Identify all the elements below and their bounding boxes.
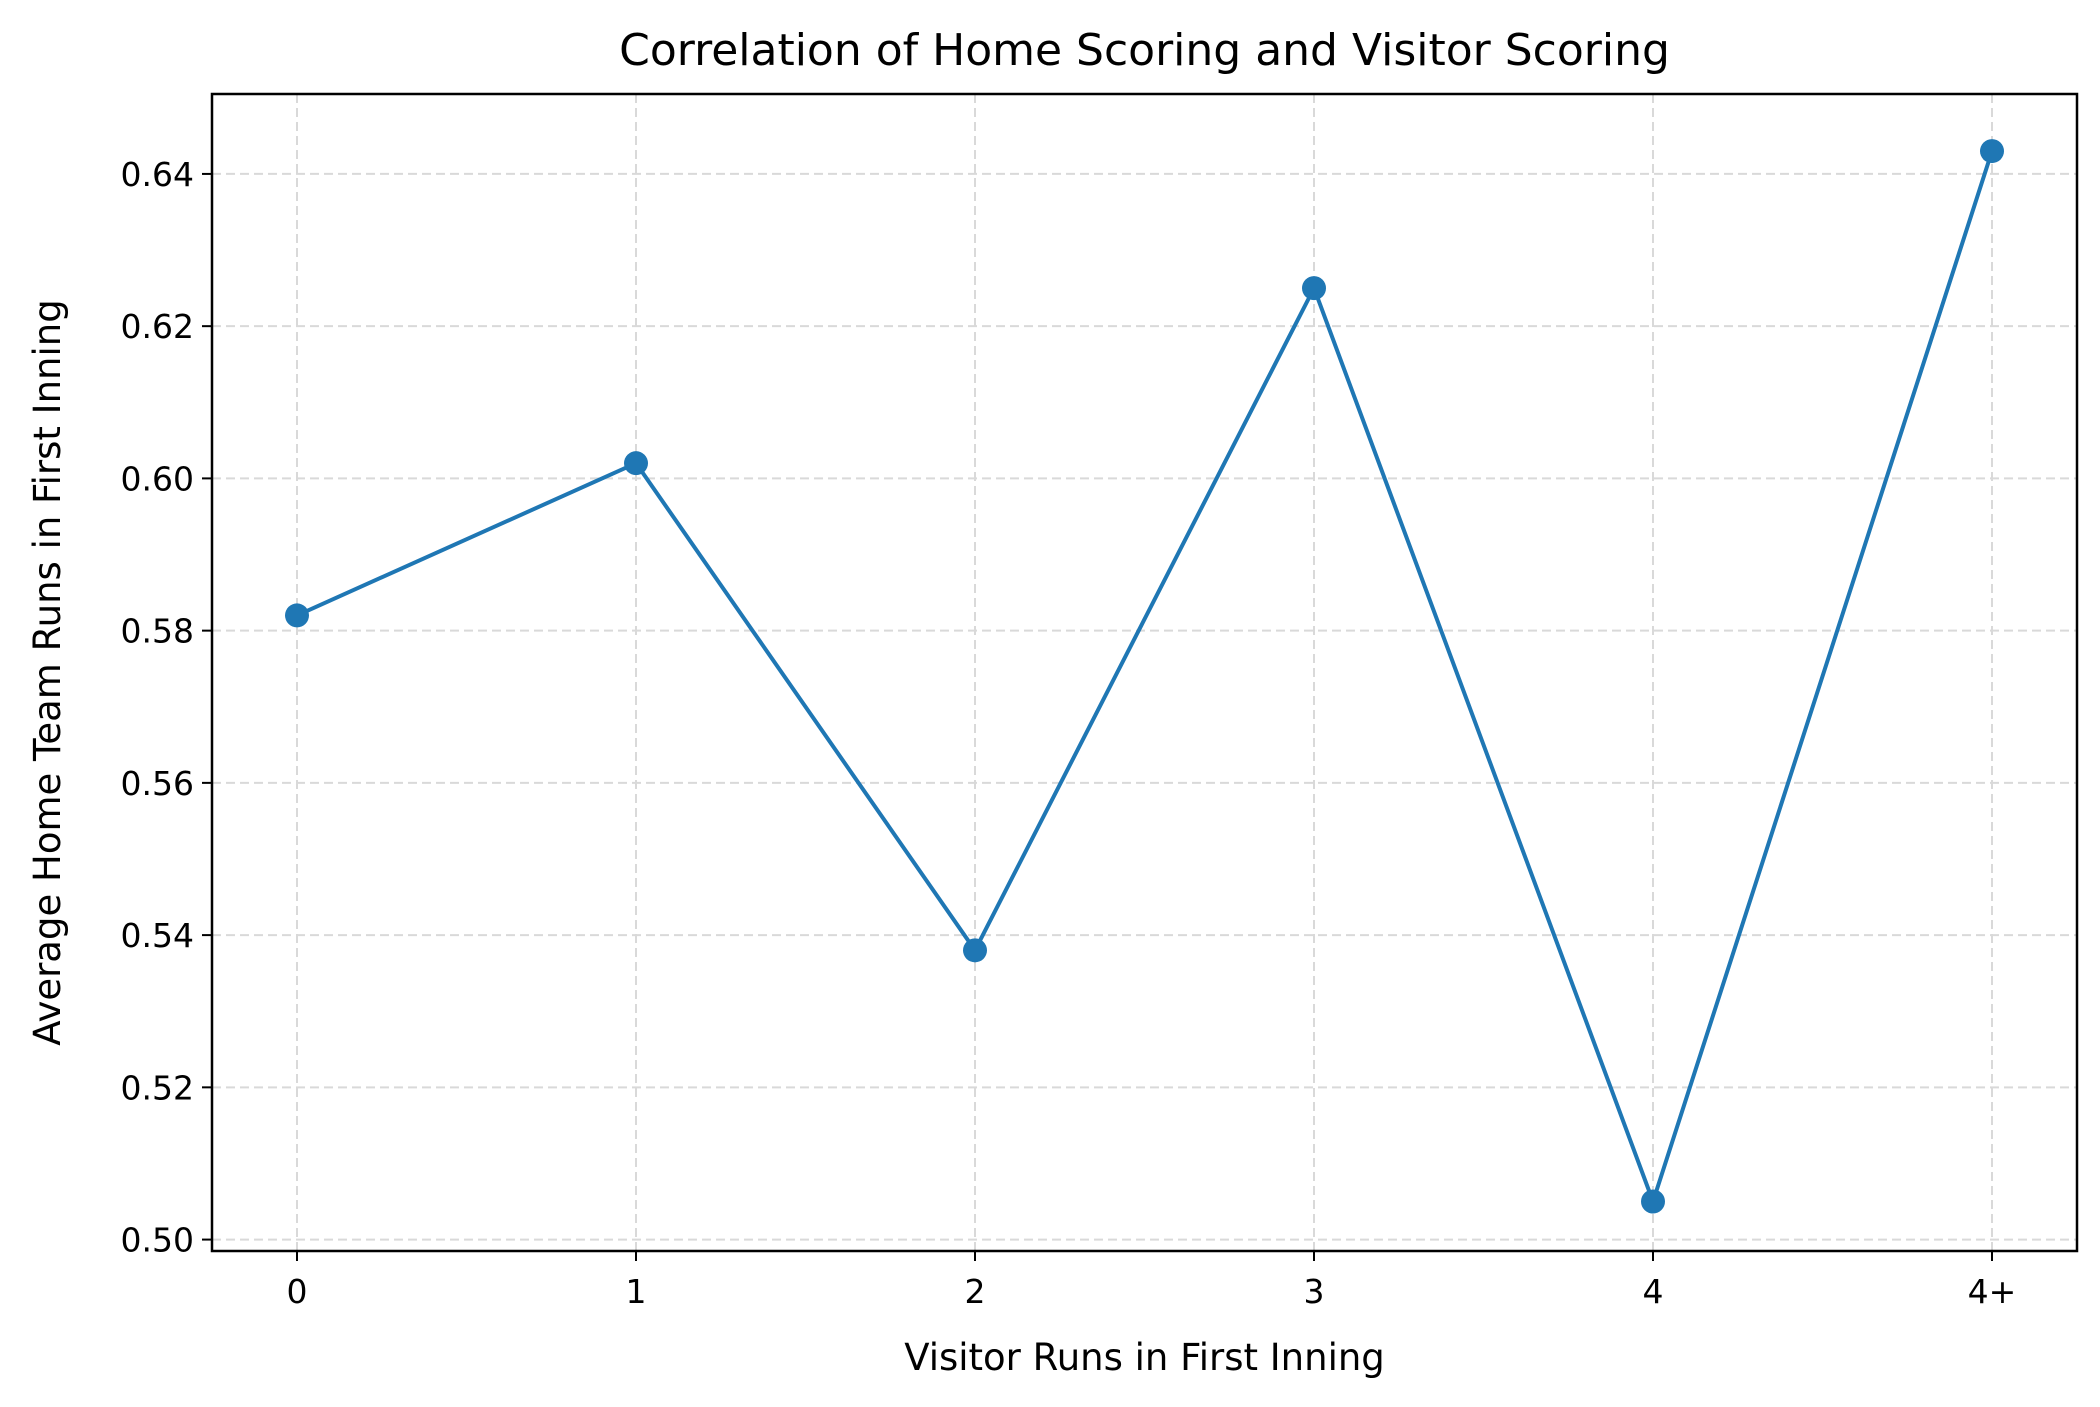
gridlines — [212, 94, 2077, 1251]
y-tick-label: 0.52 — [121, 1068, 194, 1107]
y-tick-label: 0.60 — [121, 459, 194, 498]
x-tick-label: 4+ — [1968, 1272, 2017, 1311]
data-point — [1302, 276, 1326, 301]
y-tick-label: 0.64 — [121, 155, 194, 194]
x-tick-label: 1 — [626, 1272, 647, 1311]
chart-title: Correlation of Home Scoring and Visitor … — [619, 25, 1670, 76]
y-tick-label: 0.58 — [121, 612, 194, 651]
y-axis-label: Average Home Team Runs in First Inning — [26, 299, 69, 1045]
y-tick-label: 0.62 — [121, 307, 194, 346]
data-point — [1980, 139, 2004, 164]
y-tick-label: 0.56 — [121, 764, 194, 803]
x-tick-label: 0 — [287, 1272, 308, 1311]
y-tick-label: 0.50 — [121, 1221, 194, 1260]
series-layer — [285, 139, 2004, 1214]
axis-ticks: 0 1 2 3 4 4+ 0.50 0.52 0.54 0.56 0.58 0.60 0.62 0.64 — [121, 155, 2017, 1311]
x-axis-label: Visitor Runs in First Inning — [904, 1336, 1385, 1379]
y-tick-label: 0.54 — [121, 916, 194, 955]
x-tick-label: 2 — [965, 1272, 986, 1311]
data-point — [963, 938, 987, 963]
data-point — [285, 603, 309, 628]
x-tick-label: 3 — [1304, 1272, 1325, 1311]
series-line — [296, 150, 1994, 1204]
data-point — [624, 451, 648, 476]
data-point — [1641, 1189, 1665, 1214]
x-tick-label: 4 — [1643, 1272, 1664, 1311]
plot-area-frame — [210, 92, 2079, 1253]
